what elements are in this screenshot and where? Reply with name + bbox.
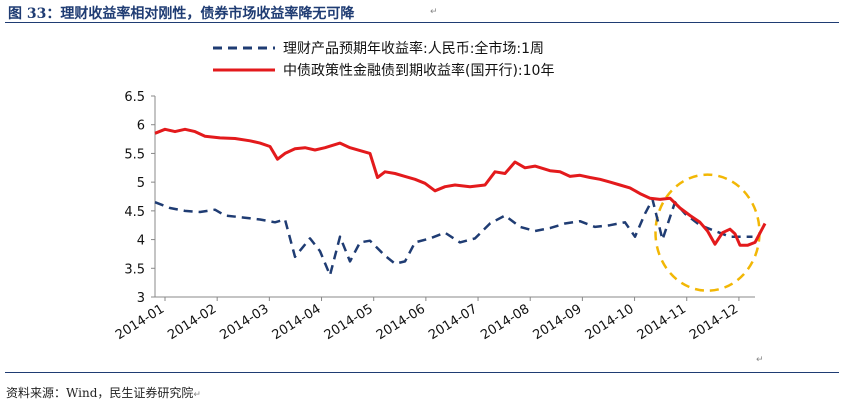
paragraph-mark-icon: ↵ bbox=[430, 7, 438, 17]
x-tick-label: 2014-07 bbox=[426, 302, 480, 344]
x-tick-label: 2014-01 bbox=[113, 302, 167, 344]
y-tick-label: 3.5 bbox=[124, 262, 145, 277]
y-tick-label: 6 bbox=[137, 119, 145, 134]
series-group bbox=[154, 127, 767, 277]
y-tick-label: 3 bbox=[137, 291, 145, 306]
y-tick-label: 6.5 bbox=[124, 90, 145, 105]
x-tick-label: 2014-04 bbox=[270, 302, 324, 344]
series-line-cdb-bond bbox=[154, 127, 767, 247]
legend-label-cdb-bond: 中债政策性金融债到期收益率(国开行):10年 bbox=[283, 62, 554, 79]
legend: 理财产品预期年收益率:人民币:全市场:1周 中债政策性金融债到期收益率(国开行)… bbox=[213, 40, 554, 79]
y-tick-label: 5 bbox=[137, 176, 145, 191]
series-line-wealth-products bbox=[154, 198, 753, 277]
figure-title: 图 33：理财收益率相对刚性，债券市场收益率降无可降 bbox=[8, 6, 355, 22]
x-tick-label: 2014-08 bbox=[478, 302, 532, 344]
x-tick-label: 2014-02 bbox=[165, 302, 219, 344]
y-tick-label: 4.5 bbox=[124, 205, 145, 220]
title-rule bbox=[5, 22, 839, 23]
x-tick-label: 2014-11 bbox=[635, 302, 689, 344]
x-tick-label: 2014-06 bbox=[374, 302, 428, 344]
source-rule bbox=[5, 372, 839, 373]
axes: 33.544.555.566.52014-012014-022014-03201… bbox=[113, 90, 755, 343]
legend-label-wealth-products: 理财产品预期年收益率:人民币:全市场:1周 bbox=[283, 40, 544, 57]
x-tick-label: 2014-05 bbox=[322, 302, 376, 344]
x-tick-label: 2014-09 bbox=[530, 302, 584, 344]
source-note: 资料来源：Wind，民生证券研究院↵ bbox=[6, 384, 201, 401]
x-tick-label: 2014-03 bbox=[217, 302, 271, 344]
line-chart: 理财产品预期年收益率:人民币:全市场:1周 中债政策性金融债到期收益率(国开行)… bbox=[113, 40, 767, 343]
y-tick-label: 5.5 bbox=[124, 147, 145, 162]
x-tick-label: 2014-10 bbox=[583, 302, 637, 344]
source-text: 资料来源：Wind，民生证券研究院 bbox=[6, 386, 194, 400]
y-tick-label: 4 bbox=[137, 234, 145, 249]
x-tick-label: 2014-12 bbox=[687, 302, 741, 344]
paragraph-mark-icon: ↵ bbox=[193, 390, 201, 400]
paragraph-mark-icon: ↵ bbox=[756, 355, 764, 365]
